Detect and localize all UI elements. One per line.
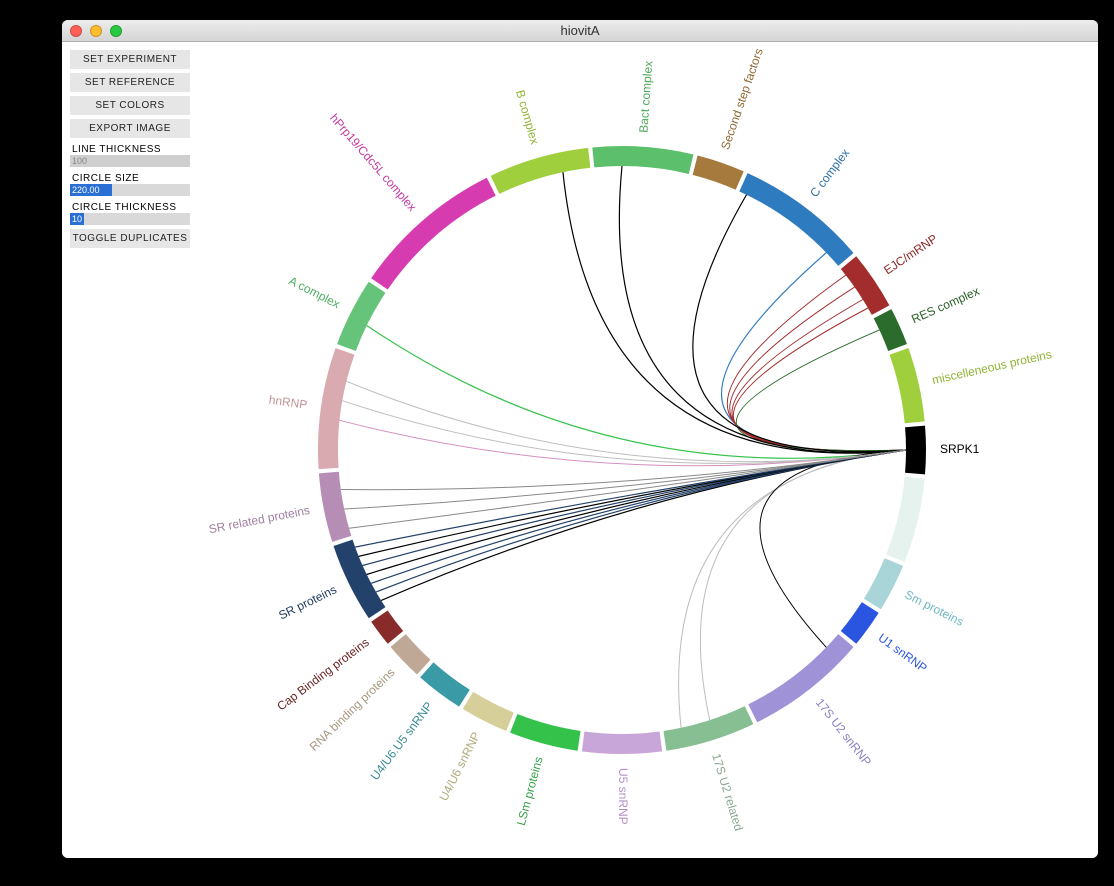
segment-b_complex[interactable]: [491, 148, 591, 194]
segment-u1[interactable]: [841, 602, 879, 644]
segment-misc[interactable]: [890, 348, 925, 423]
segment-u5[interactable]: [582, 732, 662, 754]
segment-hprp19[interactable]: [371, 178, 496, 290]
segment-label-lsm: LSm proteins: [514, 755, 546, 827]
chord-6: [563, 172, 906, 453]
segment-label-a_complex: A complex: [287, 274, 343, 312]
chord-svg: SRPK1 Sm proteinsU1 snRNP17S U2 snRNP 17S …: [62, 42, 1098, 858]
segment-u4u6u5[interactable]: [420, 662, 470, 706]
segment-srpk1[interactable]: [905, 426, 926, 475]
segment-label-sr_rel: SR related proteins: [208, 503, 312, 536]
chord-12: [760, 450, 906, 647]
chord-25: [341, 450, 906, 490]
chord-8: [693, 195, 906, 452]
segment-label-hnrnp: hnRNP: [268, 393, 308, 412]
window-title: hiovitA: [62, 23, 1098, 38]
chord-canvas: SRPK1 Sm proteinsU1 snRNP17S U2 snRNP 17S …: [62, 42, 1098, 858]
chord-7: [619, 166, 906, 453]
segment-sr_rel[interactable]: [319, 472, 351, 542]
chord-2: [730, 287, 906, 451]
segment-label-u2_17s_rel: 17S U2 related: [709, 752, 746, 833]
chord-19: [367, 450, 906, 574]
segment-u2_17s[interactable]: [748, 634, 853, 722]
segment-lsm[interactable]: [510, 714, 580, 751]
segment-u4u6[interactable]: [463, 692, 514, 731]
segment-gap1[interactable]: [886, 477, 925, 562]
segment-label-u2_17s: 17S U2 snRNP: [813, 696, 874, 769]
segment-label-sm: Sm proteins: [903, 587, 966, 629]
segment-label-sr: SR proteins: [276, 582, 338, 622]
segment-cap_bind[interactable]: [371, 610, 403, 643]
segment-label-u4u6: U4/U6 snRNP: [436, 730, 483, 804]
segment-label-u4u6u5: U4/U6.U5 snRNP: [368, 699, 436, 783]
app-window: hiovitA SET EXPERIMENT SET REFERENCE SET…: [62, 20, 1098, 858]
chord-5: [736, 330, 906, 451]
segment-label-u1: U1 snRNP: [876, 631, 930, 676]
chord-16: [381, 450, 906, 600]
content-area: SET EXPERIMENT SET REFERENCE SET COLORS …: [62, 42, 1098, 858]
segment-label-second_step: Second step factors: [718, 46, 766, 151]
segment-a_complex[interactable]: [337, 282, 385, 351]
segment-bact[interactable]: [592, 146, 693, 174]
segment-label-misc: miscelleneous proteins: [931, 347, 1053, 387]
segment-label-bact: Bact complex: [636, 60, 655, 133]
segment-label-c_complex: C complex: [807, 146, 852, 200]
segment-label-b_complex: B complex: [513, 88, 542, 146]
segment-label-hprp19: hPrp19/Cdc5L complex: [327, 111, 419, 214]
segment-label-u5: U5 snRNP: [616, 768, 630, 825]
chord-17: [376, 450, 906, 592]
segment-hnrnp[interactable]: [318, 348, 354, 469]
chord-0: [722, 253, 906, 451]
segment-label-res: RES complex: [909, 284, 981, 326]
segment-rna_bind[interactable]: [390, 634, 430, 674]
chord-9: [367, 326, 906, 459]
chord-21: [359, 450, 906, 556]
segment-label-ejc: EJC/mRNP: [881, 231, 940, 277]
segment-label-srpk1: SRPK1: [940, 442, 980, 456]
segment-c_complex[interactable]: [739, 173, 853, 266]
titlebar: hiovitA: [62, 20, 1098, 42]
segment-sm[interactable]: [864, 558, 903, 609]
segment-second_step[interactable]: [693, 156, 744, 190]
